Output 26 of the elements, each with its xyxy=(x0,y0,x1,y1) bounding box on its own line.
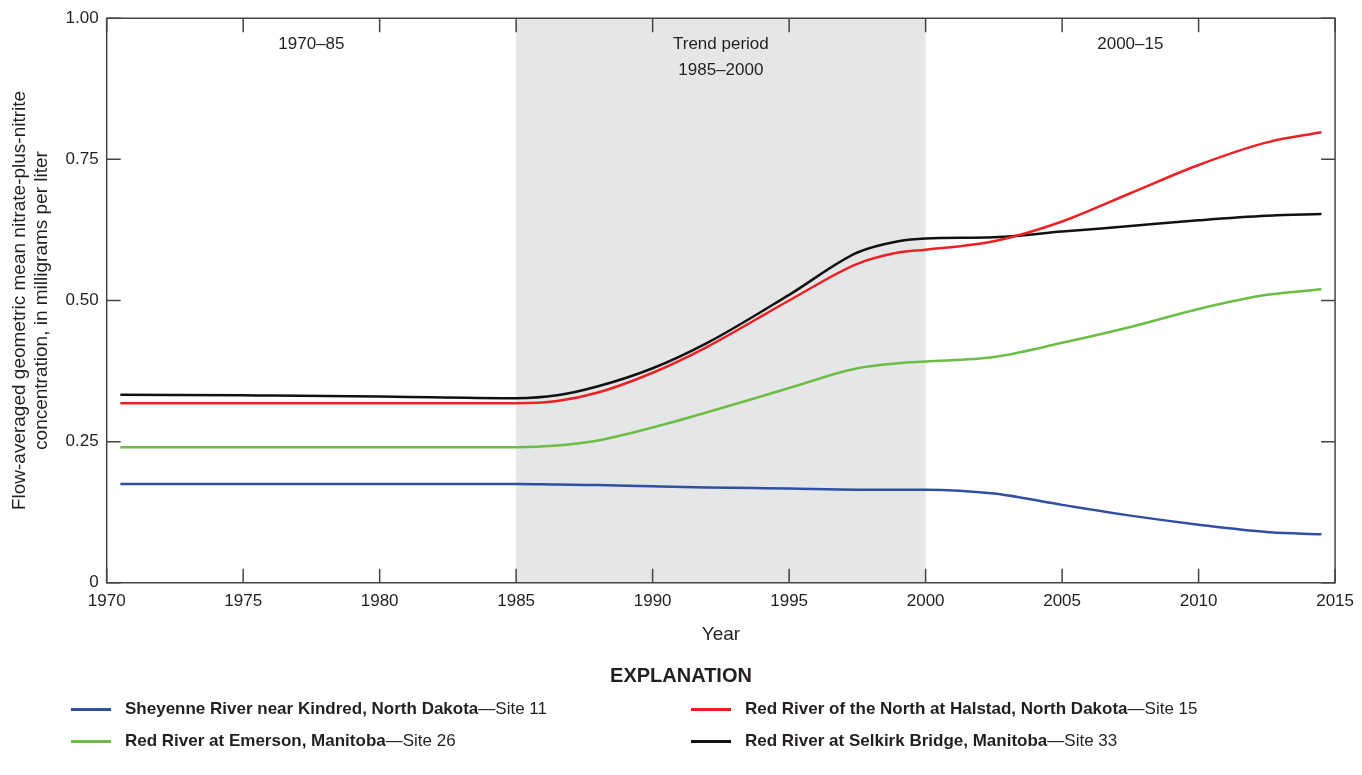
y-tick-label: 0.50 xyxy=(65,290,99,310)
annotation: Trend period xyxy=(672,34,769,54)
y-tick-label: 0.25 xyxy=(65,431,99,451)
legend-label: Sheyenne River near Kindred, North Dakota—Site 11 xyxy=(125,699,547,719)
x-tick-label: 1990 xyxy=(633,590,672,610)
legend-label: Red River at Emerson, Manitoba—Site 26 xyxy=(125,731,456,751)
legend-label: Red River at Selkirk Bridge, Manitoba—Site 33 xyxy=(745,731,1118,751)
annotation: 1970–85 xyxy=(278,34,345,54)
y-axis-title: Flow-averaged geometric mean nitrate-plus-nitrite concentration, in milligrams per liter xyxy=(7,90,52,511)
y-tick-label: 1.00 xyxy=(65,7,99,27)
x-tick-label: 2015 xyxy=(1316,590,1354,610)
x-tick-label: 1975 xyxy=(224,590,263,610)
x-tick-label: 1970 xyxy=(87,590,126,610)
annotation: 2000–15 xyxy=(1097,34,1164,54)
x-tick-label: 2000 xyxy=(906,590,945,610)
y-tick-label: 0 xyxy=(89,572,99,592)
x-tick-label: 1980 xyxy=(360,590,399,610)
x-tick-label: 1995 xyxy=(770,590,809,610)
legend-label: Red River of the North at Halstad, North Dakota—Site 15 xyxy=(745,699,1198,719)
x-tick-label: 1985 xyxy=(497,590,536,610)
x-tick-label: 2010 xyxy=(1179,590,1218,610)
x-axis-title: Year xyxy=(701,622,741,644)
y-tick-label: 0.75 xyxy=(65,149,99,169)
legend-title: EXPLANATION xyxy=(609,664,753,687)
x-tick-label: 2005 xyxy=(1043,590,1082,610)
band-label: 1985–2000 xyxy=(678,59,764,79)
